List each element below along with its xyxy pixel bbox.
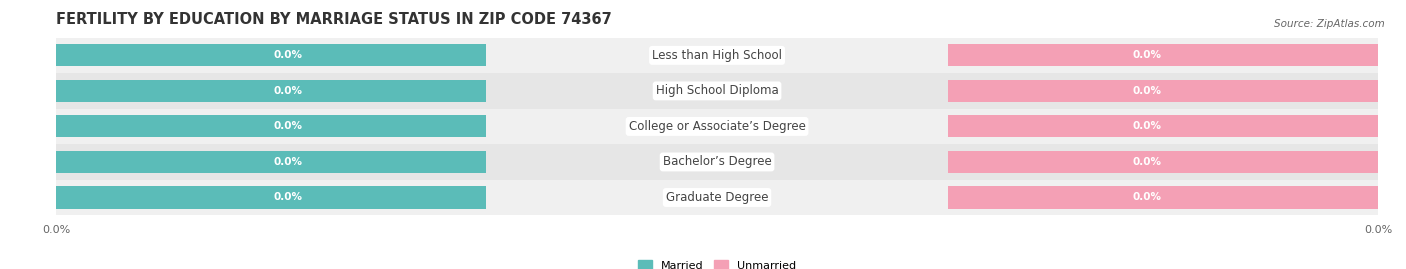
Bar [948,151,1378,173]
Bar [56,151,486,173]
Text: College or Associate’s Degree: College or Associate’s Degree [628,120,806,133]
Bar [948,80,1378,102]
Bar [56,44,486,66]
Legend: Married, Unmarried: Married, Unmarried [634,256,800,269]
Bar [56,38,1378,73]
Text: 0.0%: 0.0% [273,157,302,167]
Text: Graduate Degree: Graduate Degree [666,191,768,204]
Text: Source: ZipAtlas.com: Source: ZipAtlas.com [1274,19,1385,29]
Bar [56,151,486,173]
Text: 0.0%: 0.0% [1132,157,1161,167]
Text: 0.0%: 0.0% [1132,86,1161,96]
Text: 0.0%: 0.0% [273,50,302,60]
Bar [948,44,1378,66]
Bar [56,80,486,102]
Bar [948,80,1378,102]
Text: 0.0%: 0.0% [1132,50,1161,60]
Bar [56,180,1378,215]
Bar [948,151,1378,173]
Text: 0.0%: 0.0% [1132,193,1161,203]
Text: 0.0%: 0.0% [273,193,302,203]
Bar [56,144,1378,180]
Text: Less than High School: Less than High School [652,49,782,62]
Text: 0.0%: 0.0% [1132,121,1161,132]
Text: Bachelor’s Degree: Bachelor’s Degree [662,155,772,168]
Bar [56,115,486,137]
Bar [56,186,486,208]
Bar [56,186,486,208]
Bar [56,115,486,137]
Text: FERTILITY BY EDUCATION BY MARRIAGE STATUS IN ZIP CODE 74367: FERTILITY BY EDUCATION BY MARRIAGE STATU… [56,12,612,27]
Bar [948,186,1378,208]
Bar [56,73,1378,109]
Bar [56,80,486,102]
Text: 0.0%: 0.0% [273,86,302,96]
Bar [948,186,1378,208]
Bar [948,44,1378,66]
Bar [948,115,1378,137]
Bar [56,44,486,66]
Text: High School Diploma: High School Diploma [655,84,779,97]
Bar [56,109,1378,144]
Text: 0.0%: 0.0% [273,121,302,132]
Bar [948,115,1378,137]
